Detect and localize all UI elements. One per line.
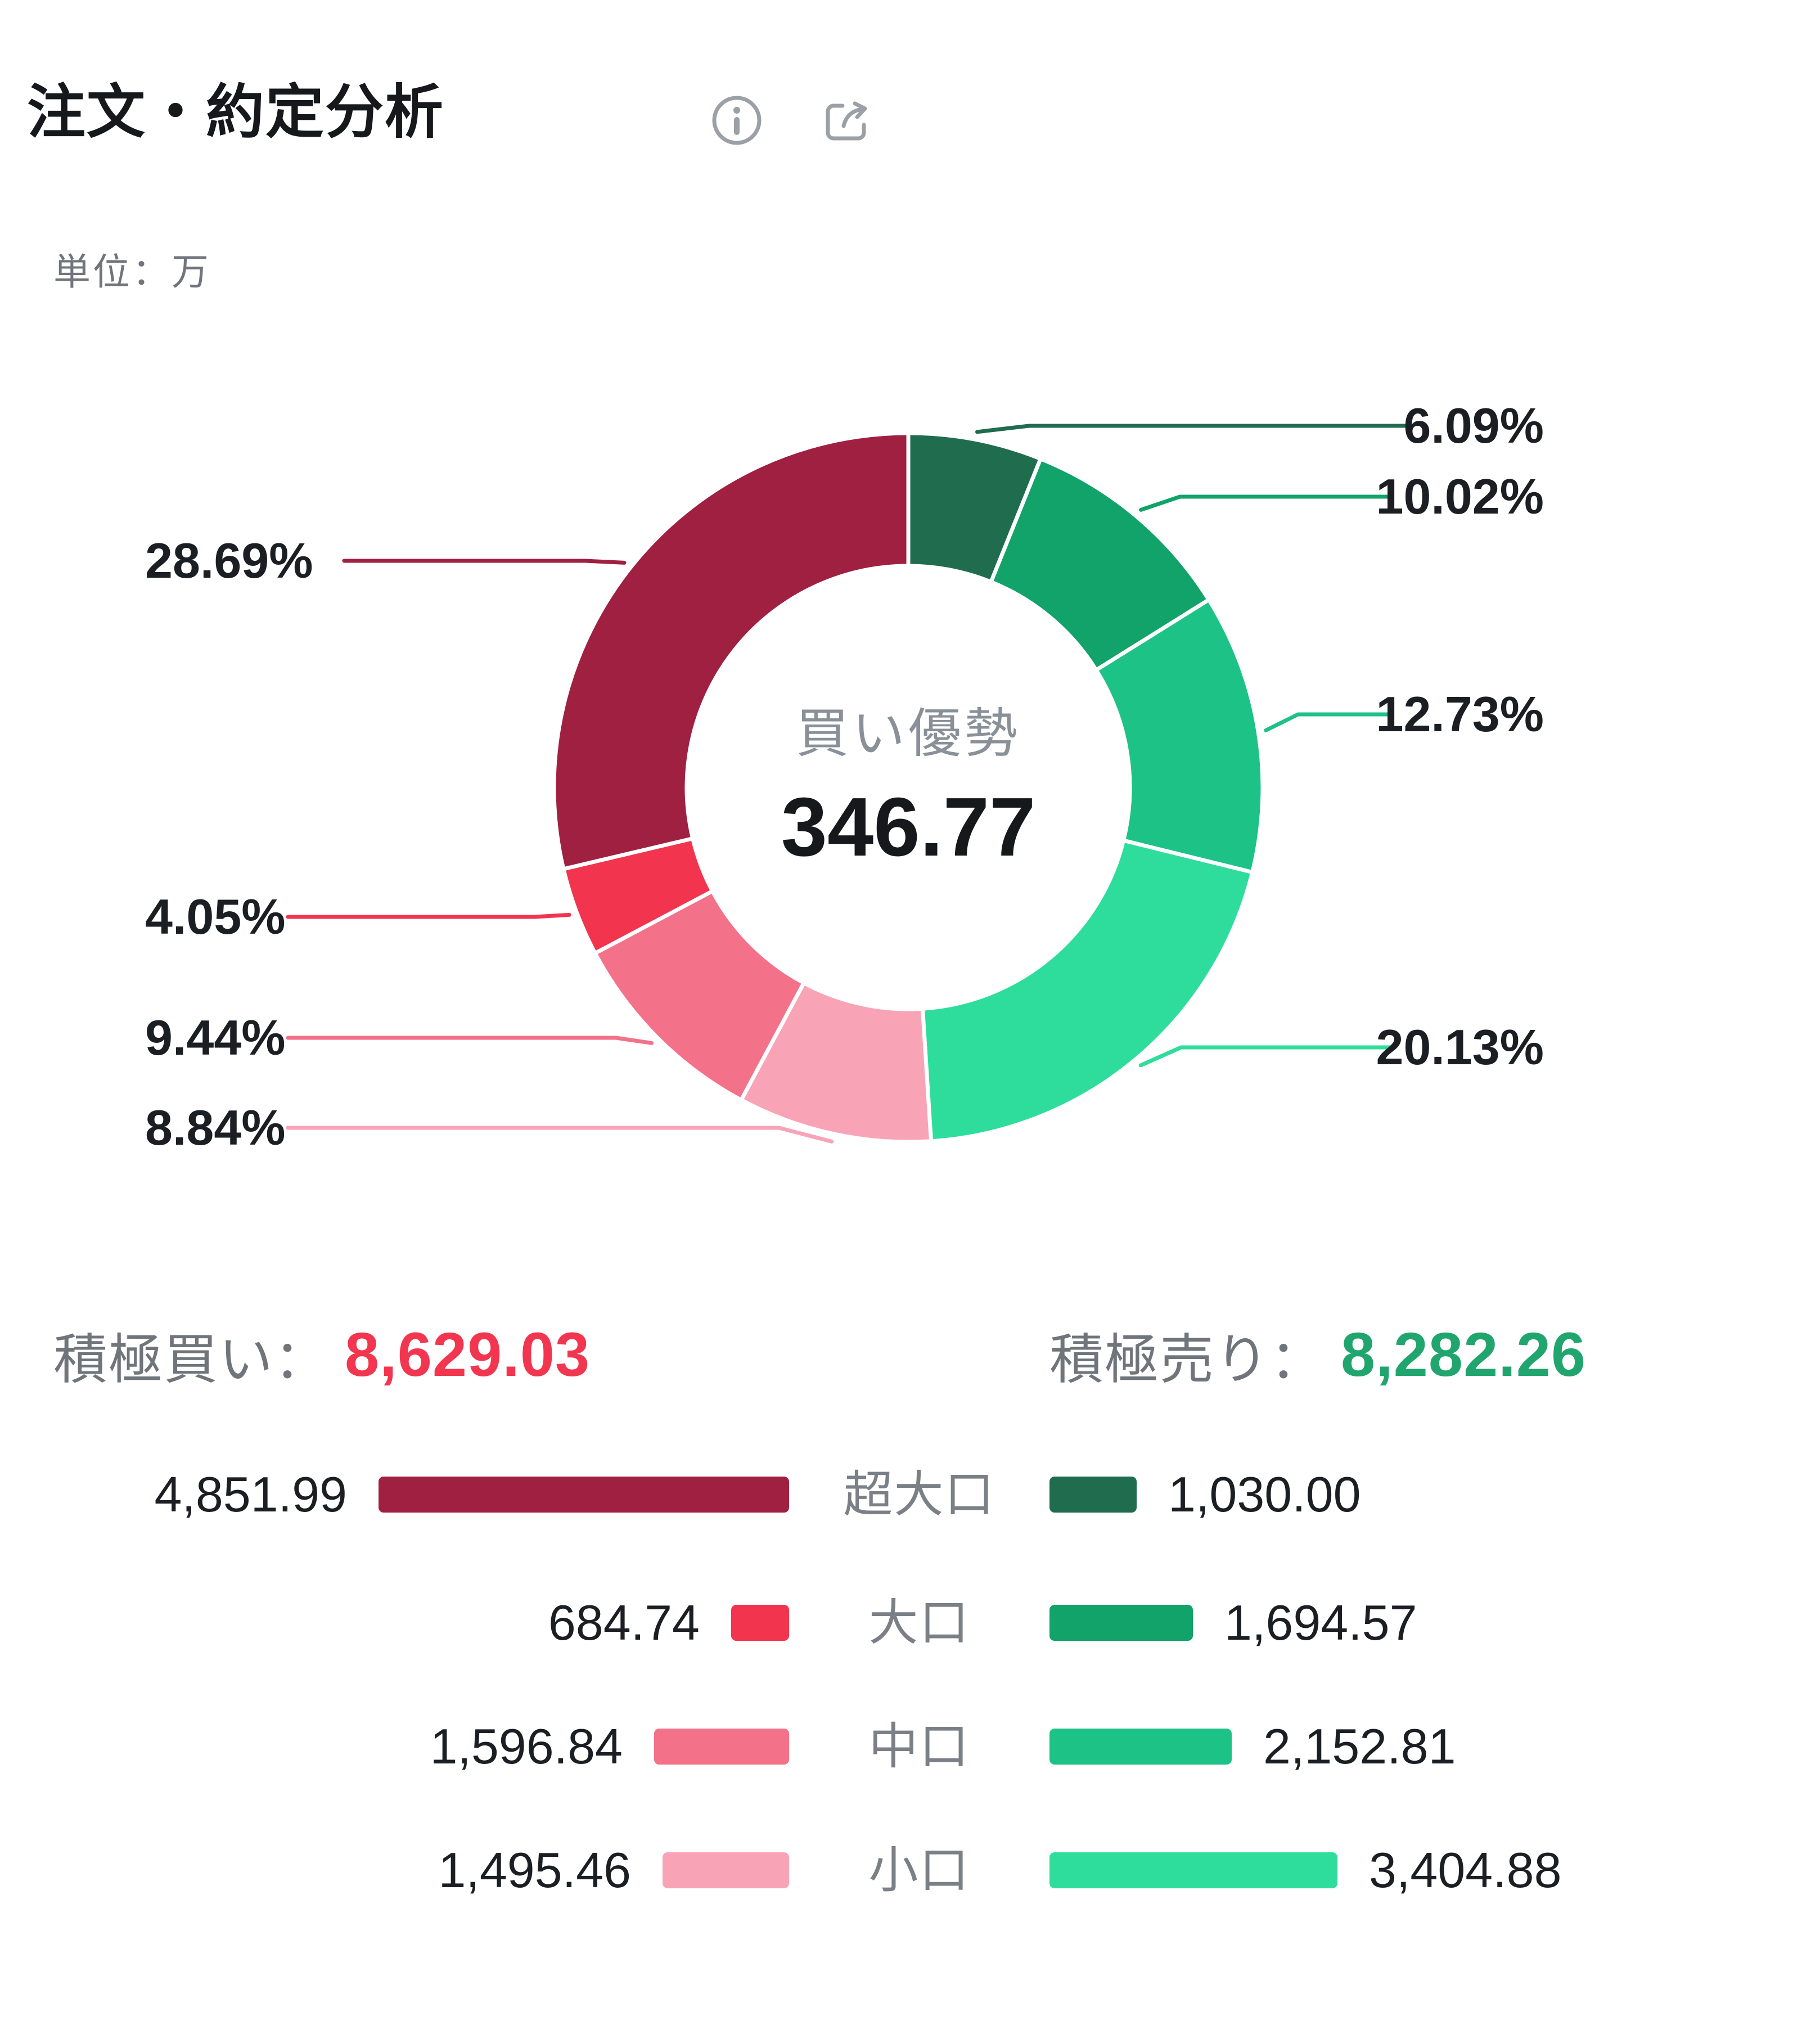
donut-slice-sell-小口	[920, 838, 1255, 1144]
legend-row-大口: 684.74 大口 1,694.57	[0, 1592, 1820, 1654]
legend-sell-cell: 1,694.57	[1049, 1592, 1417, 1654]
donut-center-status: 買い優勢	[795, 704, 1021, 763]
legend-buy-value: 4,851.99	[154, 1466, 347, 1522]
active-sell-label: 積極売り：	[1049, 1329, 1325, 1390]
legend-buy-bar	[654, 1729, 789, 1765]
legend-buy-cell: 4,851.99	[154, 1464, 789, 1526]
donut-slice-sell-超大口	[906, 431, 1043, 585]
donut-center: 買い優勢 346.77	[781, 704, 1036, 869]
legend-sell-value: 3,404.88	[1369, 1842, 1562, 1898]
legend-sell-value: 1,030.00	[1168, 1466, 1361, 1522]
info-icon[interactable]	[710, 93, 764, 147]
summary-row: 積極買い： 8,629.03 積極売り： 8,282.26	[0, 1320, 1820, 1390]
percent-label-sell-超大口: 6.09%	[1403, 398, 1544, 453]
legend-sell-bar	[1049, 1852, 1337, 1888]
percent-label-sell-小口: 20.13%	[1376, 1019, 1544, 1075]
legend-buy-value: 1,596.84	[430, 1718, 623, 1774]
legend-sell-cell: 2,152.81	[1049, 1716, 1456, 1778]
legend-row-超大口: 4,851.99 超大口 1,030.00	[0, 1464, 1820, 1526]
legend-sell-value: 2,152.81	[1263, 1718, 1456, 1774]
legend-buy-cell: 1,596.84	[430, 1716, 789, 1778]
leader-line-sell-小口	[1138, 1045, 1393, 1068]
legend-category-label: 大口	[868, 1595, 970, 1650]
percent-label-sell-中口: 12.73%	[1376, 686, 1544, 742]
percent-label-buy-大口: 4.05%	[145, 889, 286, 944]
legend-buy-bar	[379, 1477, 789, 1513]
donut-slice-buy-中口	[592, 888, 807, 1103]
percent-label-buy-小口: 8.84%	[145, 1100, 286, 1155]
active-sell-summary: 積極売り： 8,282.26	[1049, 1320, 1587, 1390]
leader-line-sell-大口	[1139, 494, 1393, 512]
leader-line-buy-超大口	[342, 559, 627, 565]
legend-sell-bar	[1049, 1477, 1137, 1513]
leader-line-buy-小口	[286, 1126, 834, 1144]
donut-slice-sell-中口	[1093, 597, 1265, 875]
donut-slice-buy-小口	[738, 980, 934, 1144]
legend-sell-cell: 3,404.88	[1049, 1839, 1562, 1901]
unit-label: 単位：万	[53, 251, 211, 292]
legend-sell-cell: 1,030.00	[1049, 1464, 1361, 1526]
active-buy-label: 積極買い：	[53, 1329, 329, 1390]
active-sell-value: 8,282.26	[1341, 1320, 1587, 1389]
leader-line-sell-中口	[1264, 712, 1393, 732]
legend-buy-cell: 1,495.46	[438, 1839, 789, 1901]
donut-center-value: 346.77	[781, 781, 1036, 874]
percent-label-buy-超大口: 28.69%	[145, 533, 313, 588]
legend-buy-value: 1,495.46	[438, 1842, 631, 1898]
leader-line-buy-大口	[286, 912, 571, 919]
legend-buy-cell: 684.74	[548, 1592, 789, 1654]
percent-label-sell-大口: 10.02%	[1376, 469, 1544, 524]
legend-sell-bar	[1049, 1729, 1232, 1765]
legend-buy-bar	[731, 1605, 789, 1641]
percent-label-buy-中口: 9.44%	[145, 1010, 286, 1065]
legend-sell-bar	[1049, 1605, 1193, 1641]
legend-category-label: 中口	[868, 1718, 970, 1774]
leader-line-sell-超大口	[975, 424, 1407, 434]
legend-category-label: 小口	[868, 1842, 970, 1898]
legend-category-label: 超大口	[843, 1466, 995, 1522]
donut-slice-buy-大口	[561, 836, 715, 956]
legend-sell-value: 1,694.57	[1224, 1595, 1417, 1650]
legend-row-小口: 1,495.46 小口 3,404.88	[0, 1839, 1820, 1901]
share-icon[interactable]	[820, 93, 874, 147]
page-title: 注文・約定分析	[27, 80, 445, 145]
active-buy-summary: 積極買い： 8,629.03	[53, 1320, 591, 1390]
donut-slice-sell-大口	[988, 456, 1212, 673]
legend-buy-bar	[663, 1852, 789, 1888]
leader-line-buy-中口	[286, 1036, 654, 1045]
legend-buy-value: 684.74	[548, 1595, 700, 1650]
active-buy-value: 8,629.03	[345, 1320, 591, 1389]
legend-row-中口: 1,596.84 中口 2,152.81	[0, 1716, 1820, 1778]
